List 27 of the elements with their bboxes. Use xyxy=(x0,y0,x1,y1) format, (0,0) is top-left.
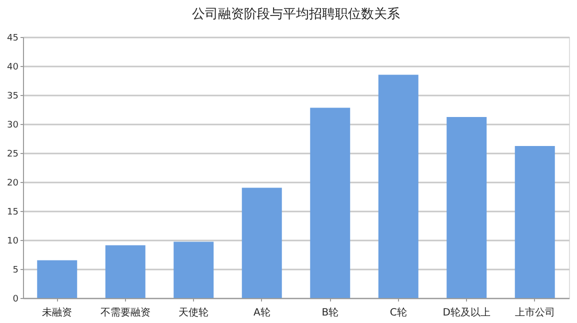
y-tick-label: 0 xyxy=(12,294,19,304)
bar xyxy=(105,245,146,298)
chart-title: 公司融资阶段与平均招聘职位数关系 xyxy=(192,7,400,22)
x-tick-label: 未融资 xyxy=(42,306,72,318)
x-tick-label: 天使轮 xyxy=(178,306,209,318)
bar xyxy=(37,260,78,298)
y-tick-label: 30 xyxy=(7,120,19,130)
bar xyxy=(242,188,282,298)
y-tick-label: 35 xyxy=(7,92,18,102)
x-tick-label: 上市公司 xyxy=(514,306,555,318)
bar xyxy=(310,108,350,298)
x-tick-label: D轮及以上 xyxy=(442,306,490,318)
y-tick-label: 10 xyxy=(7,236,19,246)
x-tick-label: 不需要融资 xyxy=(100,306,150,318)
bar xyxy=(174,242,214,298)
x-tick-label: C轮 xyxy=(390,306,407,318)
bar xyxy=(378,74,418,298)
bar xyxy=(446,117,487,298)
x-tick-label: B轮 xyxy=(322,306,339,318)
y-tick-label: 5 xyxy=(12,266,18,276)
y-tick-label: 25 xyxy=(7,150,18,160)
bar xyxy=(514,146,555,298)
y-tick-label: 40 xyxy=(7,62,19,72)
x-tick-label: A轮 xyxy=(253,306,270,318)
y-tick-label: 45 xyxy=(7,34,18,44)
y-tick-label: 15 xyxy=(7,208,18,218)
y-tick-label: 20 xyxy=(7,178,19,188)
